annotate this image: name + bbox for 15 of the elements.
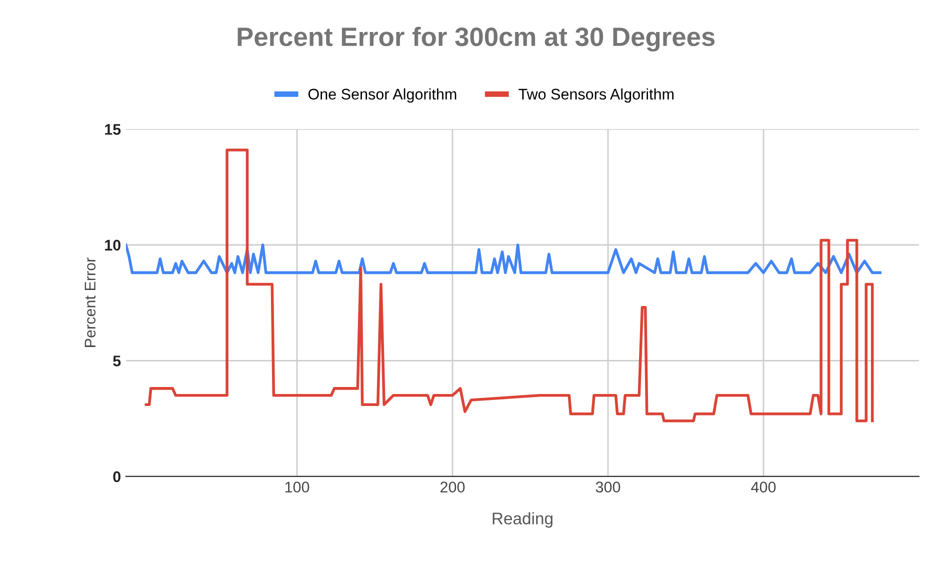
x-tick-label: 200	[440, 482, 465, 493]
y-tick-label: 5	[113, 356, 121, 366]
y-tick-label: 15	[105, 124, 121, 135]
chart-title: Percent Error for 300cm at 30 Degrees	[238, 26, 715, 52]
line-series	[126, 244, 882, 274]
y-tick-label: 10	[105, 240, 120, 251]
x-tick-label: 100	[285, 482, 310, 493]
x-axis-title: Reading	[492, 512, 552, 528]
y-axis-title: Percent Error	[84, 258, 96, 347]
y-tick-label: 0	[113, 471, 120, 482]
legend-label: Two Sensors Algorithm	[518, 88, 674, 103]
line-series	[144, 148, 874, 422]
x-tick-label: 300	[596, 482, 620, 493]
legend-label: One Sensor Algorithm	[308, 88, 456, 103]
x-tick-label: 400	[751, 482, 776, 493]
